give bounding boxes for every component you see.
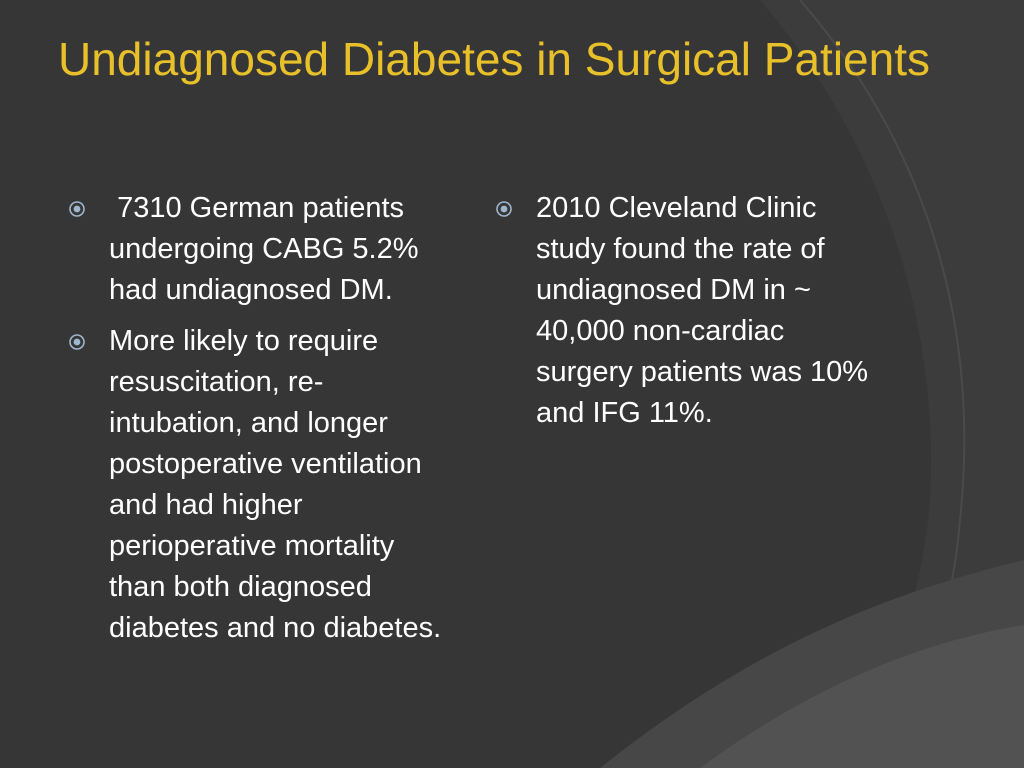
bullet-item: 7310 German patients undergoing CABG 5.2… (60, 188, 450, 311)
bullet-text: 2010 Cleveland Clinic study found the ra… (536, 192, 869, 429)
left-column-bullets: 7310 German patients undergoing CABG 5.2… (60, 188, 450, 659)
bullet-item: More likely to require resuscitation, re… (60, 321, 450, 649)
slide-title: Undiagnosed Diabetes in Surgical Patient… (58, 33, 930, 85)
circled-dot-icon (496, 201, 512, 217)
bullet-item: 2010 Cleveland Clinic study found the ra… (487, 188, 887, 434)
bullet-text: 7310 German patients undergoing CABG 5.2… (109, 192, 427, 306)
bullet-text: More likely to require resuscitation, re… (109, 325, 442, 644)
circled-dot-icon (69, 201, 85, 217)
right-column-bullets: 2010 Cleveland Clinic study found the ra… (487, 188, 887, 444)
circled-dot-icon (69, 334, 85, 350)
